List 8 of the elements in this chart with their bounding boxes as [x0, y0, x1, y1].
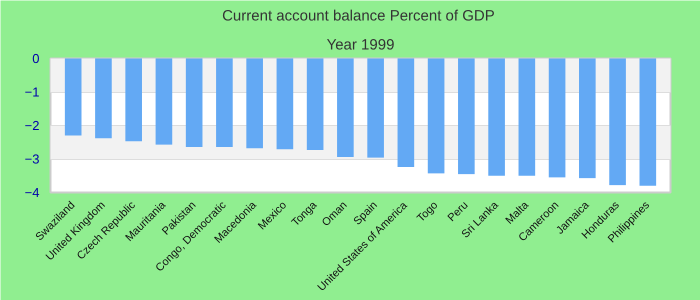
y-tick-label: −3	[24, 152, 40, 166]
y-tick-label: −2	[24, 118, 40, 133]
y-tick-label: 0	[32, 51, 40, 66]
y-tick-label: −1	[24, 84, 40, 100]
x-tick-label: Togo	[414, 199, 440, 225]
chart-title: Current account balance Percent of GDP	[222, 8, 495, 24]
chart-subtitle: Year 1999	[326, 36, 394, 54]
y-tick-label: −4	[24, 185, 40, 200]
